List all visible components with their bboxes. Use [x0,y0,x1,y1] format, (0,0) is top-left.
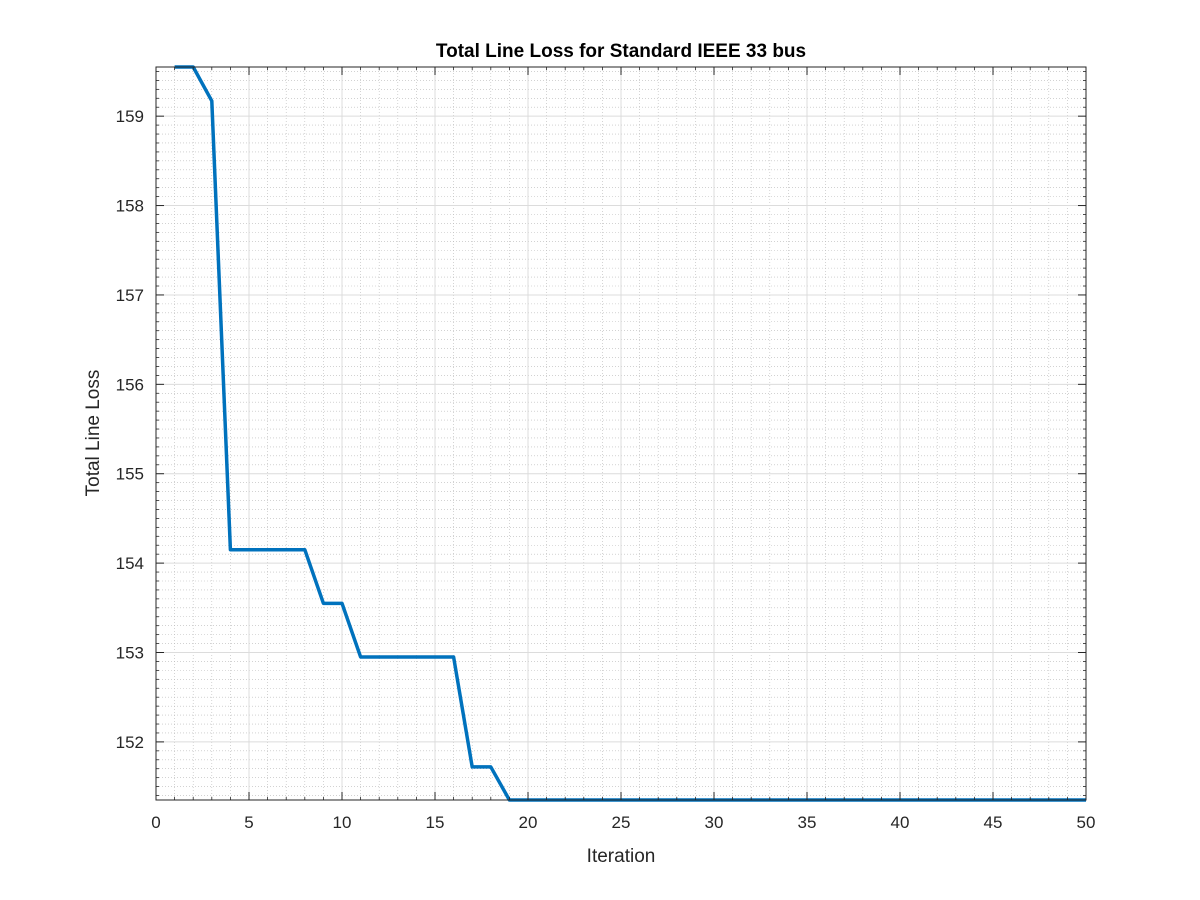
x-tick-label: 35 [798,813,817,832]
y-tick-label: 156 [116,375,144,394]
tick-marks [155,67,1087,800]
x-tick-label: 50 [1077,813,1096,832]
chart-title: Total Line Loss for Standard IEEE 33 bus [436,41,806,62]
x-tick-label: 20 [519,813,538,832]
x-tick-label: 15 [426,813,445,832]
x-tick-label: 5 [244,813,253,832]
x-tick-label: 25 [612,813,631,832]
y-tick-label: 157 [116,286,144,305]
x-axis-label: Iteration [587,846,656,867]
x-tick-label: 30 [705,813,724,832]
y-tick-label: 155 [116,465,144,484]
y-tick-label: 152 [116,733,144,752]
y-tick-label: 159 [116,107,144,126]
x-tick-label: 0 [151,813,160,832]
y-tick-label: 154 [116,554,144,573]
y-tick-label: 153 [116,644,144,663]
major-grid [155,67,1087,800]
x-tick-label: 10 [333,813,352,832]
y-tick-label: 158 [116,197,144,216]
x-tick-label: 40 [891,813,910,832]
y-axis-label: Total Line Loss [83,370,104,497]
x-tick-label: 45 [984,813,1003,832]
tick-labels: 0 5 10 15 20 25 30 35 40 45 50 152 153 154 155 156 157 15… [116,107,1096,832]
